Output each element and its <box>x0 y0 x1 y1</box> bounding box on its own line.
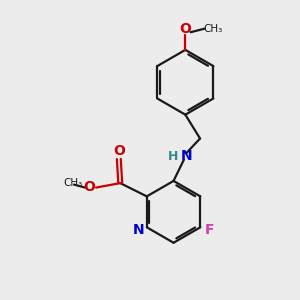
Text: O: O <box>179 22 191 36</box>
Text: F: F <box>205 223 214 237</box>
Text: CH₃: CH₃ <box>204 24 223 34</box>
Text: O: O <box>83 180 95 194</box>
Text: N: N <box>133 223 144 237</box>
Text: N: N <box>180 149 192 163</box>
Text: CH₃: CH₃ <box>63 178 82 188</box>
Text: O: O <box>113 144 125 158</box>
Text: H: H <box>168 150 179 163</box>
